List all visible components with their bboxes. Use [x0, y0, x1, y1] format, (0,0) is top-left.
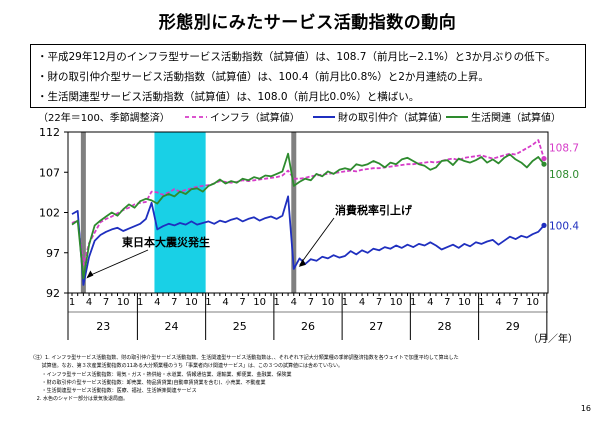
x-month-label: 7 [512, 297, 518, 308]
annotation-arrow-quake [86, 249, 149, 279]
x-year-label: 27 [369, 320, 383, 333]
x-month-label: 7 [103, 297, 109, 308]
x-year-label: 26 [301, 320, 315, 333]
series-line-1 [71, 195, 545, 286]
x-month-label: 7 [239, 297, 245, 308]
x-month-label: 4 [427, 297, 433, 308]
y-tick-label: 97 [46, 247, 60, 260]
legend-label-living: 生活関連（試算値） [471, 111, 561, 124]
legend-label-trade: 財の取引仲介（試算値） [338, 111, 448, 124]
series-layer [71, 139, 547, 286]
x-month-label: 1 [69, 297, 75, 308]
annotation-arrow-head [298, 258, 306, 267]
x-month-label: 7 [308, 297, 314, 308]
shading-layer [80, 132, 297, 293]
annotation-arrow-head [86, 270, 94, 279]
y-tick-label: 92 [46, 287, 60, 300]
x-month-label: 7 [171, 297, 177, 308]
footnote-line: ・生活関連型サービス活動指数：医療、福祉、生活娯楽関連サービス [30, 388, 197, 395]
annotation-tax: 消費税率引上げ [335, 203, 413, 217]
x-month-label: 1 [274, 297, 280, 308]
x-month-label: 10 [526, 297, 539, 308]
y-tick-label: 107 [39, 166, 60, 179]
shading-thin [80, 132, 86, 293]
y-tick-label: 112 [39, 126, 60, 139]
x-year-label: 25 [233, 320, 247, 333]
x-month-label: 7 [444, 297, 450, 308]
annotation-arrow-line [87, 249, 149, 277]
plot-frame [67, 131, 549, 294]
chart-subtitle: （22年＝100、季節調整済） [38, 111, 170, 124]
series-end-point-1 [541, 222, 547, 228]
series-end-label-0: 108.7 [549, 143, 579, 155]
x-month-label: 10 [390, 297, 403, 308]
x-year-label: 29 [506, 320, 520, 333]
x-month-label: 1 [478, 297, 484, 308]
x-year-label: 28 [437, 320, 451, 333]
footnotes: （注）1. インフラ型サービス活動指数、財の取引仲介型サービス活動指数、生活関連… [30, 354, 590, 404]
x-axis-unit-label: （月／年） [528, 332, 578, 345]
x-month-label: 4 [222, 297, 228, 308]
x-month-label: 10 [253, 297, 266, 308]
x-year-label: 24 [165, 320, 179, 333]
page-title: 形態別にみたサービス活動指数の動向 [158, 13, 457, 33]
x-month-label: 4 [86, 297, 92, 308]
footnote-line: ・財の取引仲介型サービス活動指数：卸売業、物品賃貸業(自動車賃貸業を含む)、小売… [30, 379, 266, 386]
summary-line-infra: ・平成29年12月のインフラ型サービス活動指数（試算値）は、108.7（前月比−… [37, 51, 556, 63]
footnote-line: ・インフラ型サービス活動指数：電気・ガス・熱供給・水道業、情報通信業、運輸業、郵… [30, 371, 292, 378]
label-layer: 108.7 100.4 108.0 東日本大震災発生 消費税率引上げ [86, 143, 579, 279]
x-month-label: 1 [410, 297, 416, 308]
footnote-line: （注）1. インフラ型サービス活動指数、財の取引仲介型サービス活動指数、生活関連… [30, 355, 459, 361]
legend-label-infra: インフラ（試算値） [210, 111, 300, 124]
series-end-point-0 [541, 155, 547, 162]
page-number: 16 [580, 404, 591, 413]
series-end-label-1: 100.4 [549, 220, 579, 232]
x-month-label: 4 [495, 297, 501, 308]
x-month-label: 1 [137, 297, 143, 308]
series-end-point-2 [541, 161, 547, 167]
x-month-label: 1 [342, 297, 348, 308]
annotation-quake: 東日本大震災発生 [122, 235, 210, 249]
x-month-label: 4 [359, 297, 365, 308]
series-line-0 [71, 139, 545, 266]
annotation-arrow-tax [298, 217, 335, 267]
summary-line-trade: ・財の取引仲介型サービス活動指数（試算値）は、100.4（前月比0.8%）と2か… [37, 71, 489, 83]
y-tick-label: 102 [39, 207, 60, 220]
shading-thin [291, 132, 297, 293]
series-line-2 [71, 152, 545, 280]
x-month-label: 10 [117, 297, 130, 308]
series-end-label-2: 108.0 [549, 169, 579, 181]
x-month-label: 10 [322, 297, 335, 308]
x-month-label: 10 [185, 297, 198, 308]
annotation-arrow-line [299, 217, 335, 266]
footnote-line: 2. 水色のシャドー部分は景気後退局面。 [30, 396, 128, 403]
x-month-label: 4 [154, 297, 160, 308]
legend: インフラ（試算値） 財の取引仲介（試算値） 生活関連（試算値） [185, 111, 561, 124]
x-year-label: 23 [96, 320, 110, 333]
summary-box: ・平成29年12月のインフラ型サービス活動指数（試算値）は、108.7（前月比−… [30, 44, 586, 108]
x-month-label: 7 [376, 297, 382, 308]
shading-band [154, 132, 206, 293]
x-month-label: 4 [291, 297, 297, 308]
x-month-label: 1 [205, 297, 211, 308]
x-month-label: 10 [458, 297, 471, 308]
footnote-line: 試算値。なお、第３次産業活動指数の11ある大分類業種のうち「事業者向け関連サービ… [30, 363, 343, 370]
summary-line-living: ・生活関連型サービス活動指数（試算値）は、108.0（前月比0.0%）と横ばい。 [37, 91, 420, 103]
